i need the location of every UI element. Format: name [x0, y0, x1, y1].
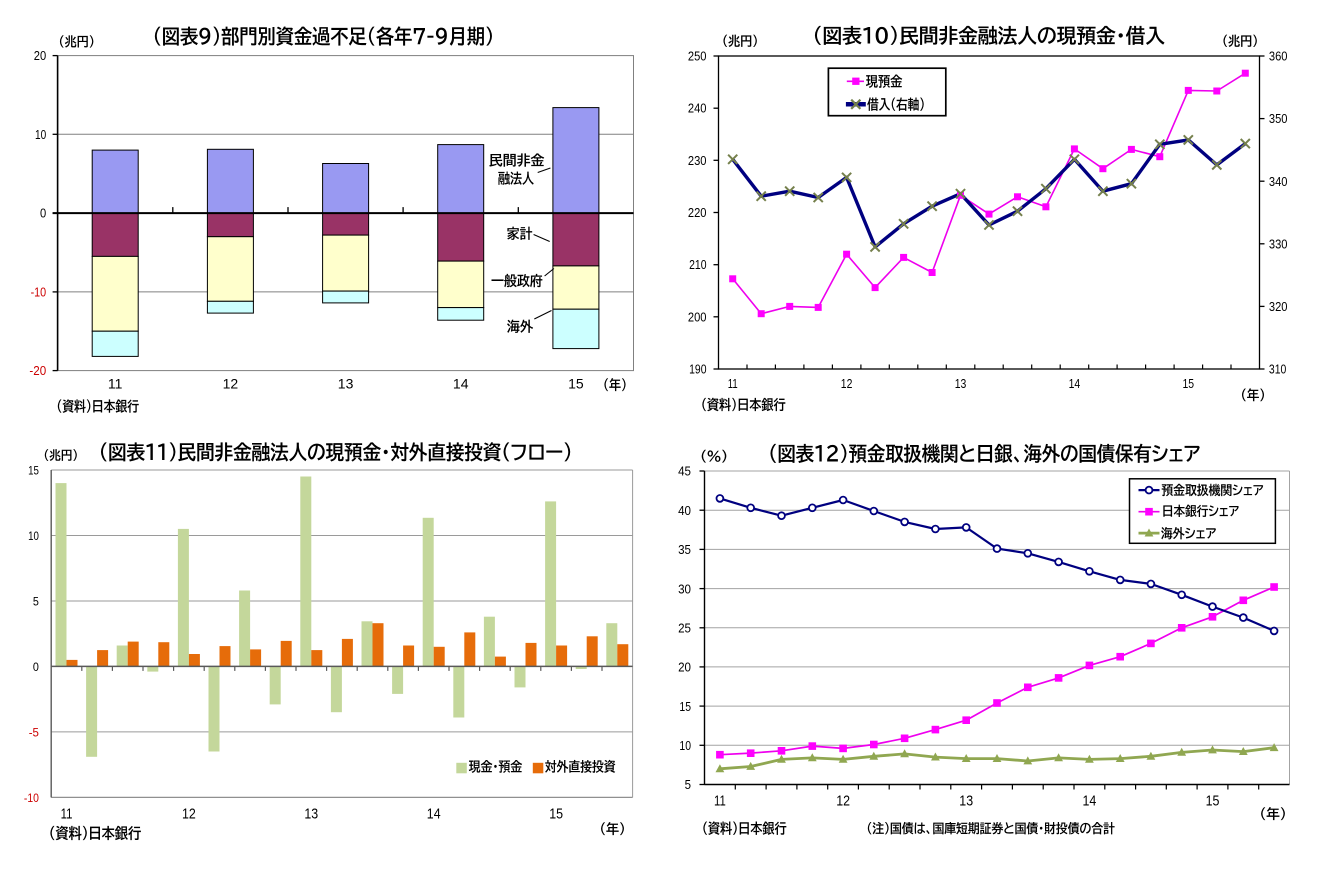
svg-text:13: 13	[959, 792, 973, 809]
svg-text:-20: -20	[29, 364, 46, 378]
svg-text:11: 11	[728, 377, 738, 391]
svg-text:320: 320	[1269, 300, 1288, 314]
svg-text:20: 20	[678, 660, 691, 675]
svg-text:15: 15	[1206, 792, 1220, 809]
svg-text:-10: -10	[31, 285, 47, 299]
svg-text:190: 190	[689, 363, 706, 377]
svg-text:35: 35	[678, 542, 691, 557]
svg-text:0: 0	[33, 660, 39, 674]
svg-text:20: 20	[34, 49, 46, 63]
svg-text:15: 15	[28, 463, 39, 477]
svg-text:13: 13	[955, 377, 967, 391]
svg-text:14: 14	[1069, 377, 1081, 391]
svg-text:14: 14	[1083, 792, 1097, 809]
svg-text:10: 10	[28, 529, 39, 543]
svg-text:5: 5	[685, 777, 691, 792]
svg-text:12: 12	[223, 375, 239, 391]
svg-text:340: 340	[1269, 175, 1288, 189]
svg-text:11: 11	[714, 792, 726, 809]
svg-text:250: 250	[688, 50, 707, 64]
svg-text:10: 10	[679, 738, 691, 753]
svg-text:11: 11	[108, 375, 123, 391]
svg-text:15: 15	[568, 375, 584, 391]
svg-text:13: 13	[304, 806, 318, 823]
svg-text:220: 220	[688, 206, 707, 220]
svg-text:15: 15	[1183, 377, 1195, 391]
svg-text:45: 45	[678, 464, 691, 479]
svg-text:11: 11	[61, 806, 73, 823]
svg-text:25: 25	[678, 621, 691, 636]
svg-text:40: 40	[678, 503, 691, 518]
svg-text:210: 210	[689, 258, 706, 272]
svg-text:350: 350	[1269, 112, 1288, 126]
svg-text:15: 15	[679, 699, 691, 714]
svg-text:12: 12	[836, 792, 850, 809]
svg-text:14: 14	[427, 806, 441, 823]
svg-text:14: 14	[453, 375, 469, 391]
svg-text:30: 30	[678, 581, 691, 596]
svg-text:-5: -5	[29, 725, 40, 739]
svg-text:-10: -10	[24, 791, 39, 805]
svg-text:200: 200	[688, 310, 707, 324]
svg-text:15: 15	[549, 806, 563, 823]
svg-text:0: 0	[40, 207, 46, 221]
svg-text:240: 240	[688, 102, 707, 116]
svg-text:230: 230	[688, 154, 707, 168]
svg-text:12: 12	[182, 806, 196, 823]
svg-text:10: 10	[35, 128, 46, 142]
svg-text:5: 5	[33, 594, 39, 608]
svg-text:12: 12	[841, 377, 853, 391]
svg-text:13: 13	[338, 375, 354, 391]
svg-text:360: 360	[1269, 50, 1288, 64]
svg-text:330: 330	[1269, 237, 1288, 251]
svg-text:310: 310	[1269, 363, 1286, 377]
